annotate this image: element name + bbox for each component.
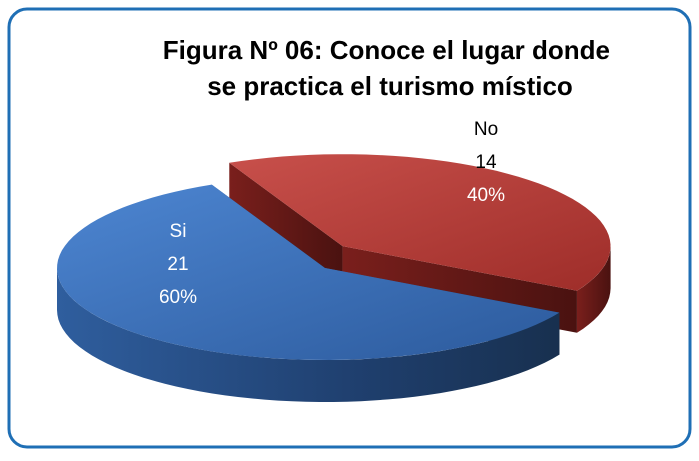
slice <box>57 184 560 360</box>
slice-wall <box>577 246 611 333</box>
percent-label: 40% <box>467 185 505 206</box>
value-label: 14 <box>475 152 497 173</box>
category-label: Si <box>170 221 187 242</box>
category-label: No <box>474 119 498 140</box>
labels: Si 21 60% No 14 40% <box>159 119 505 308</box>
slice-side <box>229 162 343 289</box>
chart-title: Figura Nº 06: Conoce el lugar donde se p… <box>163 35 617 101</box>
title-line: se practica el turismo místico <box>207 71 573 101</box>
slice <box>229 154 611 291</box>
slice-wall <box>57 268 560 402</box>
value-label: 21 <box>167 254 188 275</box>
percent-label: 60% <box>159 287 197 308</box>
title-line: Figura Nº 06: Conoce el lugar donde <box>163 35 610 65</box>
pie <box>57 154 611 402</box>
